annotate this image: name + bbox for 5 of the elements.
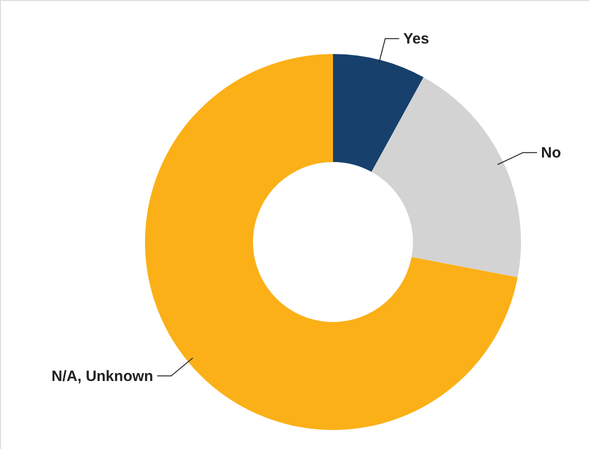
slice-label: Yes bbox=[403, 30, 430, 48]
slice-label: No bbox=[541, 144, 562, 162]
donut-slice bbox=[372, 77, 521, 278]
donut-slice bbox=[333, 54, 424, 172]
slice-label: N/A, Unknown bbox=[52, 368, 154, 385]
